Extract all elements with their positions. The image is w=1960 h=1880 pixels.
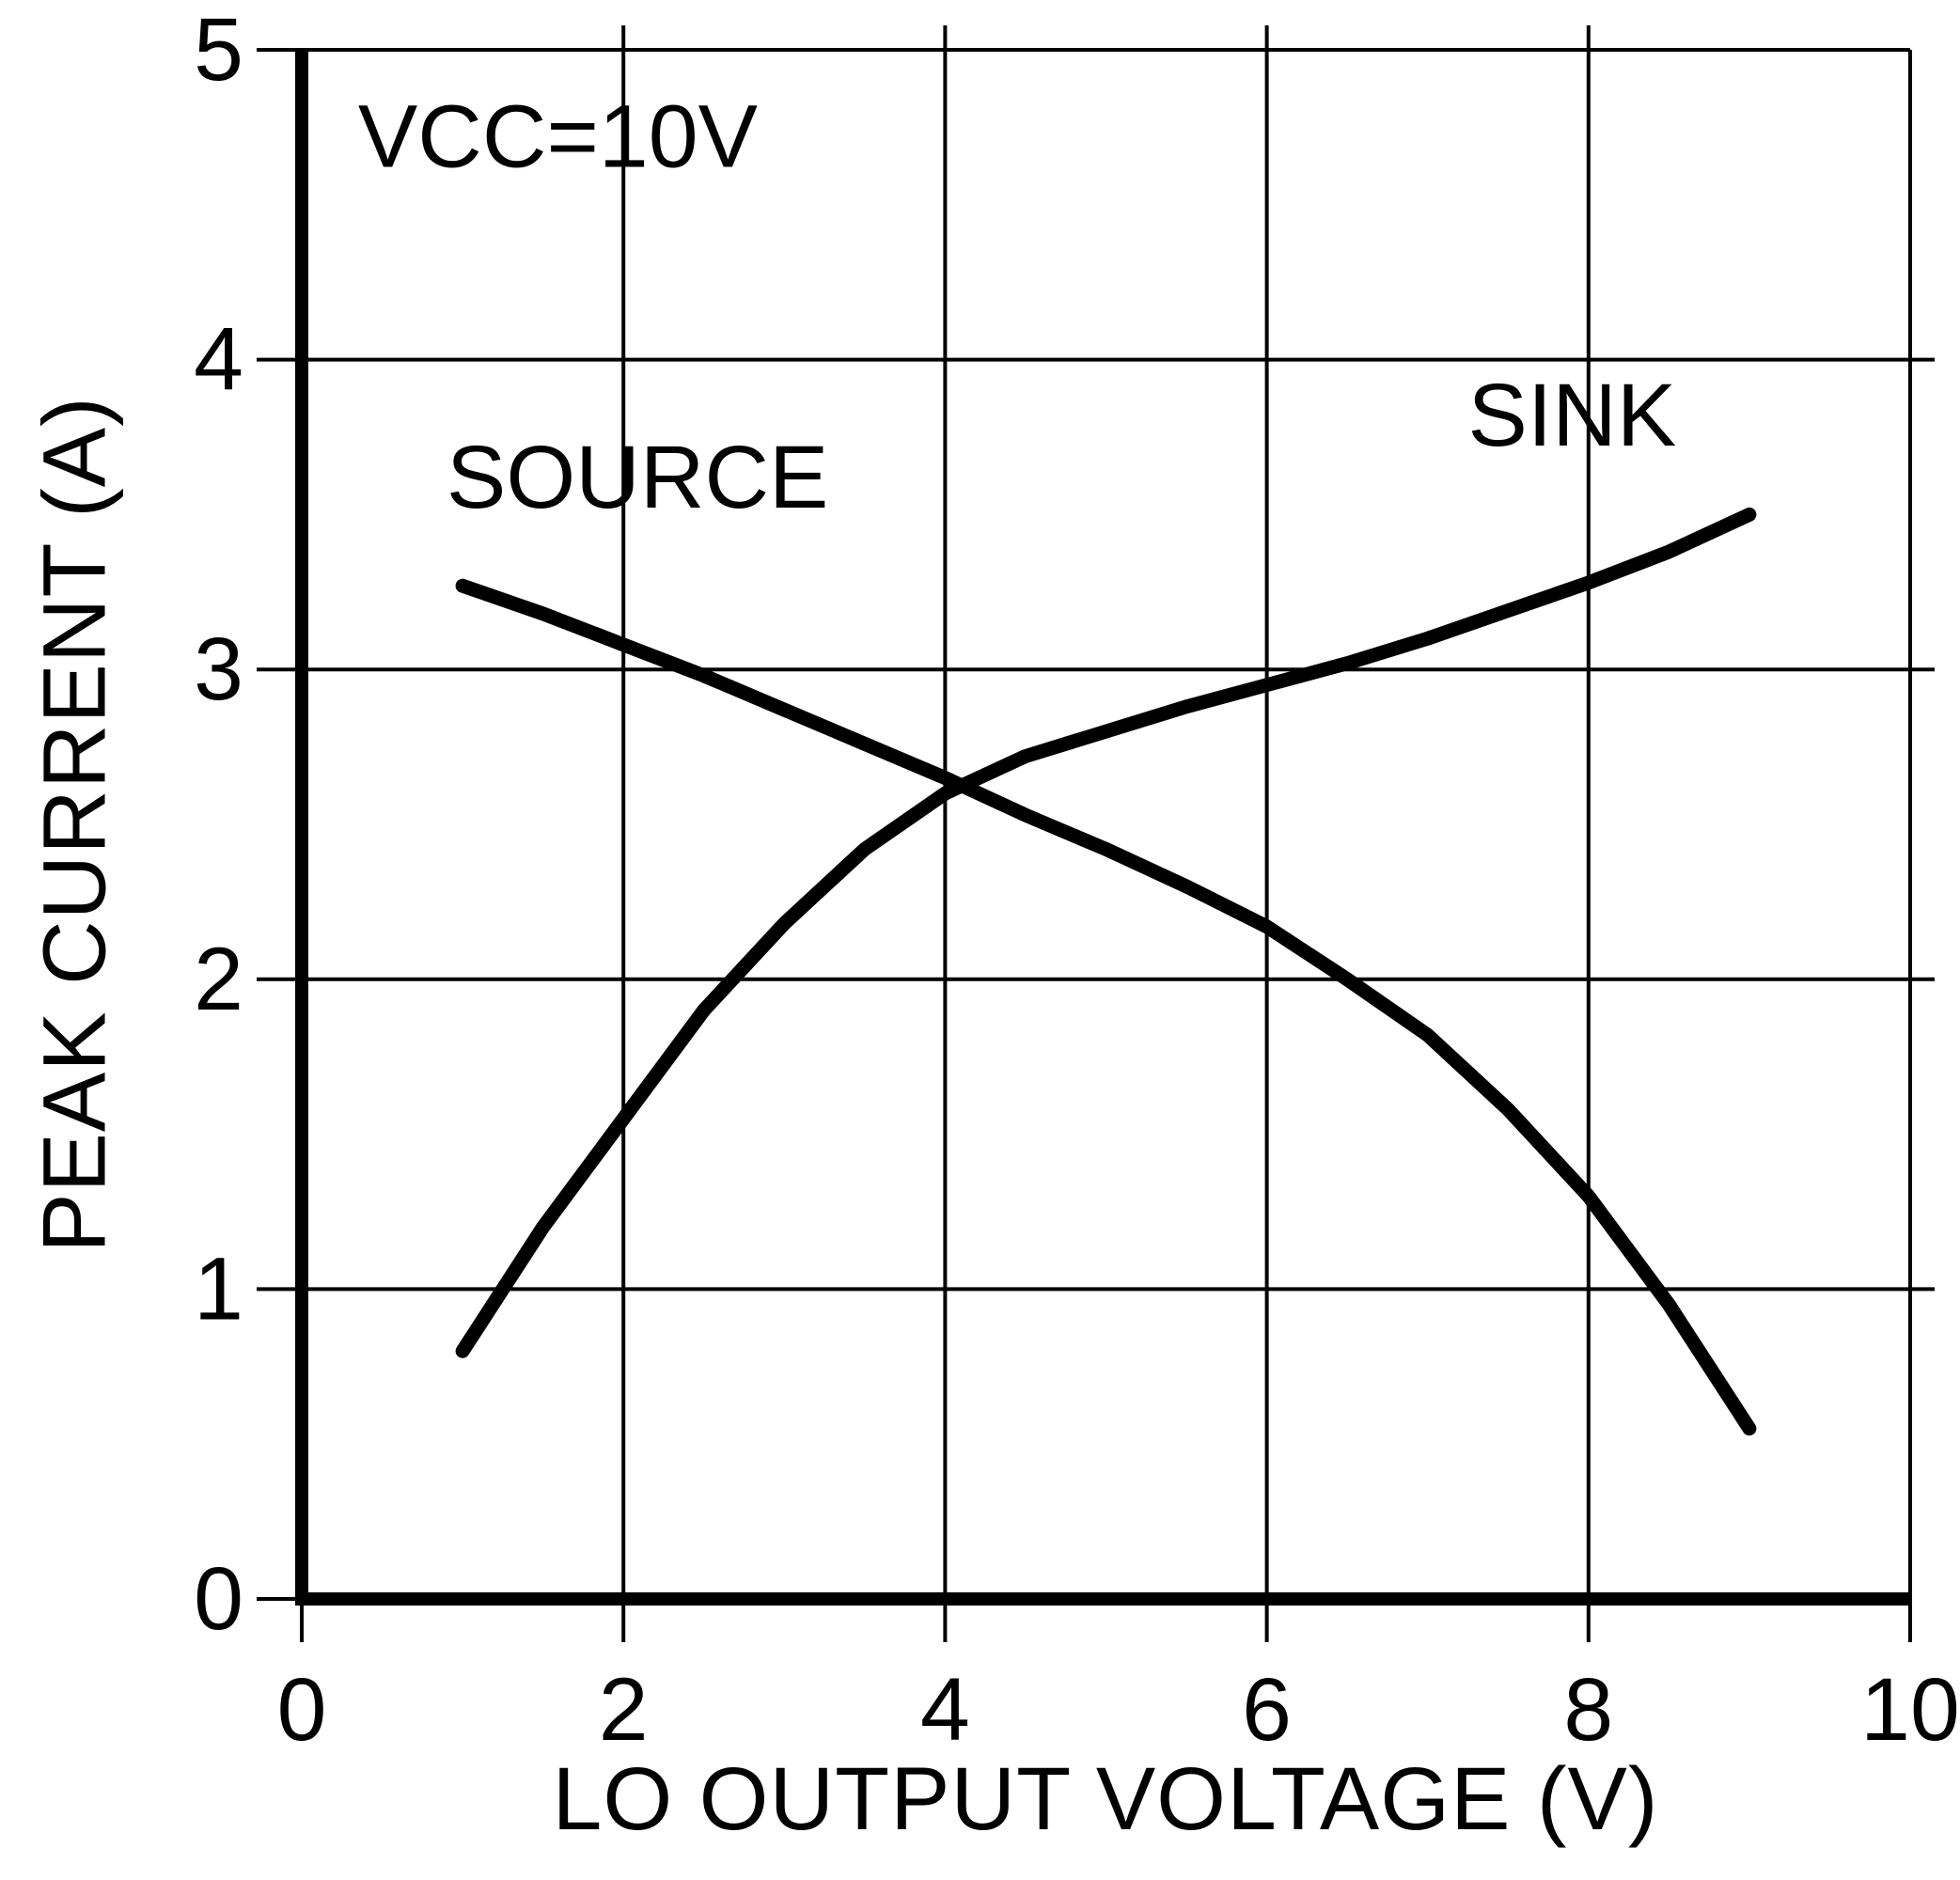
x-tick-label: 10 [1860,1660,1960,1760]
x-tick-label: 6 [1242,1660,1292,1760]
x-tick-label: 4 [920,1660,970,1760]
vcc-annotation: VCC=10V [358,86,758,186]
sink-curve [455,507,1757,1358]
y-tick-label: 3 [194,619,243,719]
x-tick-label: 8 [1563,1660,1613,1760]
x-tick-label: 0 [277,1660,327,1760]
x-tick-label: 2 [599,1660,649,1760]
y-tick-label: 4 [194,310,243,410]
y-tick-label: 1 [194,1239,243,1339]
y-tick-label: 2 [194,930,243,1029]
sink-curve-label: SINK [1467,366,1676,465]
source-curve-label: SOURCE [447,428,828,527]
x-axis-title: LO OUTPUT VOLTAGE (V) [552,1749,1659,1849]
y-tick-label: 5 [194,0,243,100]
source-curve [455,578,1757,1436]
y-tick-label: 0 [194,1549,243,1649]
